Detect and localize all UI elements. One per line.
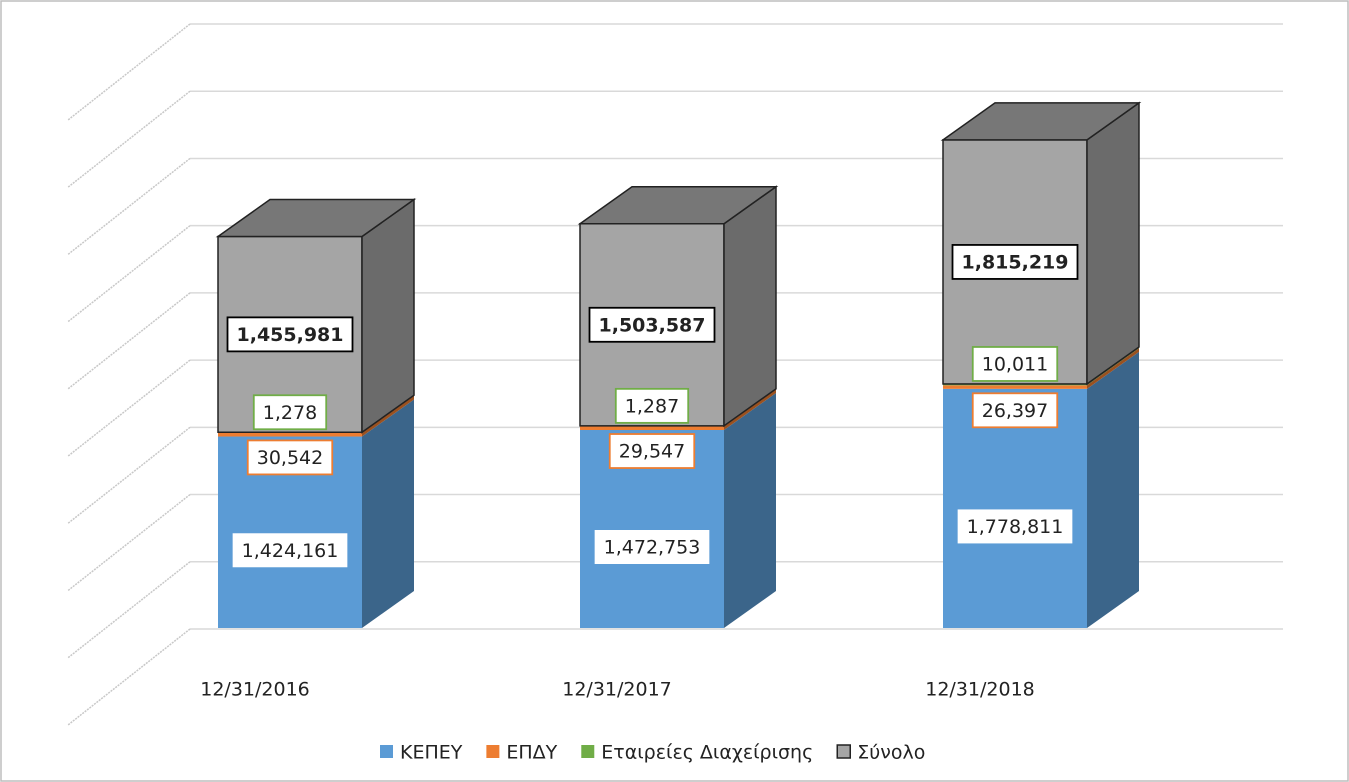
bar-side bbox=[724, 392, 776, 628]
legend-swatch bbox=[836, 744, 851, 759]
data-label-box bbox=[226, 316, 354, 353]
data-label-text: 10,011 bbox=[982, 353, 1048, 375]
bar-side bbox=[1087, 348, 1139, 389]
data-label-text: 1,472,753 bbox=[604, 536, 701, 558]
data-label: 1,503,587 bbox=[588, 306, 716, 343]
data-label: 1,424,161 bbox=[232, 533, 348, 568]
data-label-text: 1,455,981 bbox=[237, 324, 344, 346]
x-tick-label: 12/31/2016 bbox=[200, 679, 310, 701]
legend-swatch bbox=[581, 745, 595, 758]
data-label: 30,542 bbox=[246, 439, 334, 476]
bar-front bbox=[218, 432, 362, 437]
data-label-box bbox=[971, 392, 1059, 429]
data-label-text: 1,278 bbox=[263, 402, 317, 424]
data-label-text: 1,287 bbox=[625, 395, 679, 417]
data-label: 1,815,219 bbox=[951, 244, 1079, 280]
x-tick-label: 12/31/2018 bbox=[925, 679, 1035, 701]
side-grid-line bbox=[67, 359, 191, 457]
data-label: 1,287 bbox=[614, 387, 690, 424]
data-label-text: 26,397 bbox=[982, 400, 1048, 422]
side-grid-line bbox=[67, 628, 191, 726]
data-label-box bbox=[951, 244, 1079, 280]
data-label-box bbox=[232, 533, 348, 568]
x-tick-label: 12/31/2017 bbox=[562, 679, 672, 701]
bar-top bbox=[215, 198, 417, 238]
data-label-box bbox=[588, 306, 716, 343]
data-label: 1,455,981 bbox=[226, 316, 354, 353]
side-grid-line bbox=[67, 90, 191, 188]
data-label: 1,472,753 bbox=[594, 529, 710, 564]
data-label: 10,011 bbox=[971, 346, 1059, 382]
data-label: 1,778,811 bbox=[957, 509, 1073, 544]
data-label-box bbox=[971, 346, 1059, 382]
side-grid-line bbox=[67, 157, 191, 256]
data-label-text: 1,424,161 bbox=[242, 540, 339, 562]
bar-top bbox=[940, 102, 1142, 141]
side-grid-line bbox=[67, 426, 191, 524]
side-grid-line bbox=[67, 23, 191, 121]
legend-label: ΕΠΔΥ bbox=[506, 742, 557, 764]
legend-swatch bbox=[486, 745, 500, 758]
bar-front bbox=[943, 385, 1087, 389]
data-label: 29,547 bbox=[608, 433, 696, 469]
data-label-box bbox=[957, 509, 1073, 544]
data-label-text: 1,778,811 bbox=[967, 516, 1064, 538]
side-grid-line bbox=[67, 493, 191, 592]
data-label-text: 30,542 bbox=[257, 447, 323, 469]
data-label-text: 29,547 bbox=[619, 441, 685, 463]
legend-label: Εταιρείες Διαχείρισης bbox=[601, 742, 813, 764]
data-label-box bbox=[594, 529, 710, 564]
side-grid-line bbox=[67, 561, 191, 659]
side-grid-line bbox=[67, 292, 191, 390]
bar-side bbox=[724, 389, 776, 430]
data-label: 26,397 bbox=[971, 392, 1059, 429]
side-grid-line bbox=[67, 225, 191, 323]
legend: ΚΕΠΕΥ ΕΠΔΥ Εταιρείες Διαχείρισης Σύνολο bbox=[380, 742, 925, 764]
bar-side bbox=[362, 395, 414, 437]
legend-swatch bbox=[380, 745, 393, 758]
bar-front bbox=[943, 388, 1087, 628]
labels: 12/31/2016 1,424,161 30,542 1,278 1,455,981 1… bbox=[200, 244, 1079, 701]
data-label-box bbox=[614, 387, 690, 424]
bar-top bbox=[577, 185, 779, 225]
bar-side bbox=[362, 399, 414, 628]
bar-side bbox=[1086, 101, 1140, 386]
legend-label: Σύνολο bbox=[857, 742, 925, 764]
data-label-box bbox=[252, 394, 328, 431]
bar-side bbox=[361, 198, 415, 434]
legend-label: ΚΕΠΕΥ bbox=[400, 742, 463, 764]
bar-front bbox=[580, 426, 724, 430]
data-label-box bbox=[246, 439, 334, 476]
data-label: 1,278 bbox=[252, 394, 328, 431]
bar-side bbox=[723, 185, 777, 428]
data-label-text: 1,503,587 bbox=[599, 314, 706, 336]
data-label-text: 1,815,219 bbox=[962, 251, 1069, 273]
data-label-box bbox=[608, 433, 696, 469]
bar-side bbox=[1087, 351, 1139, 628]
